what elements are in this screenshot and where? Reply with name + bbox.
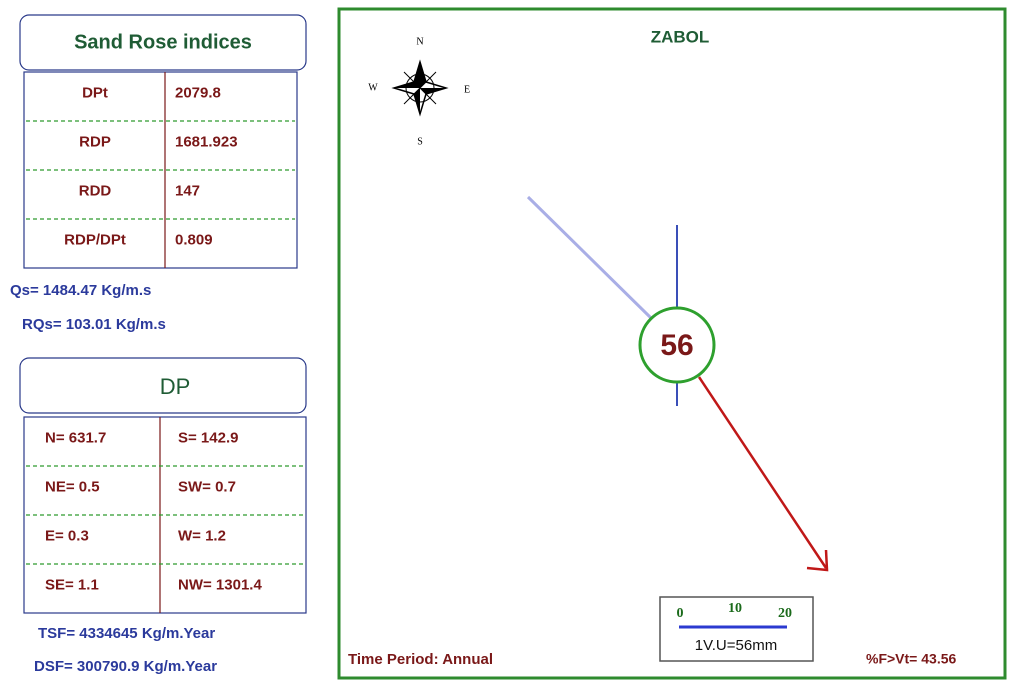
table-cell: 2079.8 bbox=[175, 84, 221, 101]
dp-title: DP bbox=[160, 374, 191, 399]
center-circle bbox=[638, 306, 716, 384]
qs: Qs= 1484.47 Kg/m.s bbox=[10, 282, 151, 299]
table-cell: SW= 0.7 bbox=[178, 478, 236, 495]
scale-tick: 10 bbox=[728, 601, 742, 616]
dsf: DSF= 300790.9 Kg/m.Year bbox=[34, 658, 217, 675]
table-cell: DPt bbox=[82, 84, 108, 101]
indices-title-box bbox=[19, 14, 307, 71]
table-cell: RDD bbox=[79, 182, 112, 199]
indices-title: Sand Rose indices bbox=[74, 31, 252, 53]
compass-s: S bbox=[417, 136, 423, 147]
arrow-head bbox=[806, 549, 829, 572]
compass bbox=[391, 59, 449, 117]
compass-w: W bbox=[368, 82, 378, 93]
center-label: 56 bbox=[660, 329, 693, 362]
table-cell: NW= 1301.4 bbox=[178, 576, 262, 593]
compass-e: E bbox=[464, 84, 470, 95]
table-cell: W= 1.2 bbox=[178, 527, 226, 544]
dp-title-box bbox=[19, 357, 307, 414]
table-cell: S= 142.9 bbox=[178, 429, 238, 446]
compass-n: N bbox=[416, 36, 423, 47]
frequency: %F>Vt= 43.56 bbox=[866, 651, 956, 667]
table-cell: 1681.923 bbox=[175, 133, 238, 150]
table-cell: NE= 0.5 bbox=[45, 478, 100, 495]
table-cell: 147 bbox=[175, 182, 200, 199]
table-cell: 0.809 bbox=[175, 231, 213, 248]
table-cell: SE= 1.1 bbox=[45, 576, 99, 593]
scale-unit: 1V.U=56mm bbox=[695, 637, 777, 654]
tsf: TSF= 4334645 Kg/m.Year bbox=[38, 625, 215, 642]
time-period: Time Period: Annual bbox=[348, 651, 493, 668]
rose-arm-nw bbox=[526, 195, 653, 320]
table-cell: E= 0.3 bbox=[45, 527, 89, 544]
scale-tick: 0 bbox=[677, 606, 684, 621]
rose-title: ZABOL bbox=[651, 27, 710, 46]
resultant-arrow bbox=[697, 376, 828, 569]
table-cell: N= 631.7 bbox=[45, 429, 106, 446]
table-cell: RDP/DPt bbox=[64, 231, 126, 248]
table-cell: RDP bbox=[79, 133, 111, 150]
rqs: RQs= 103.01 Kg/m.s bbox=[22, 316, 166, 333]
scale-tick: 20 bbox=[778, 606, 792, 621]
scale-box bbox=[659, 596, 814, 662]
